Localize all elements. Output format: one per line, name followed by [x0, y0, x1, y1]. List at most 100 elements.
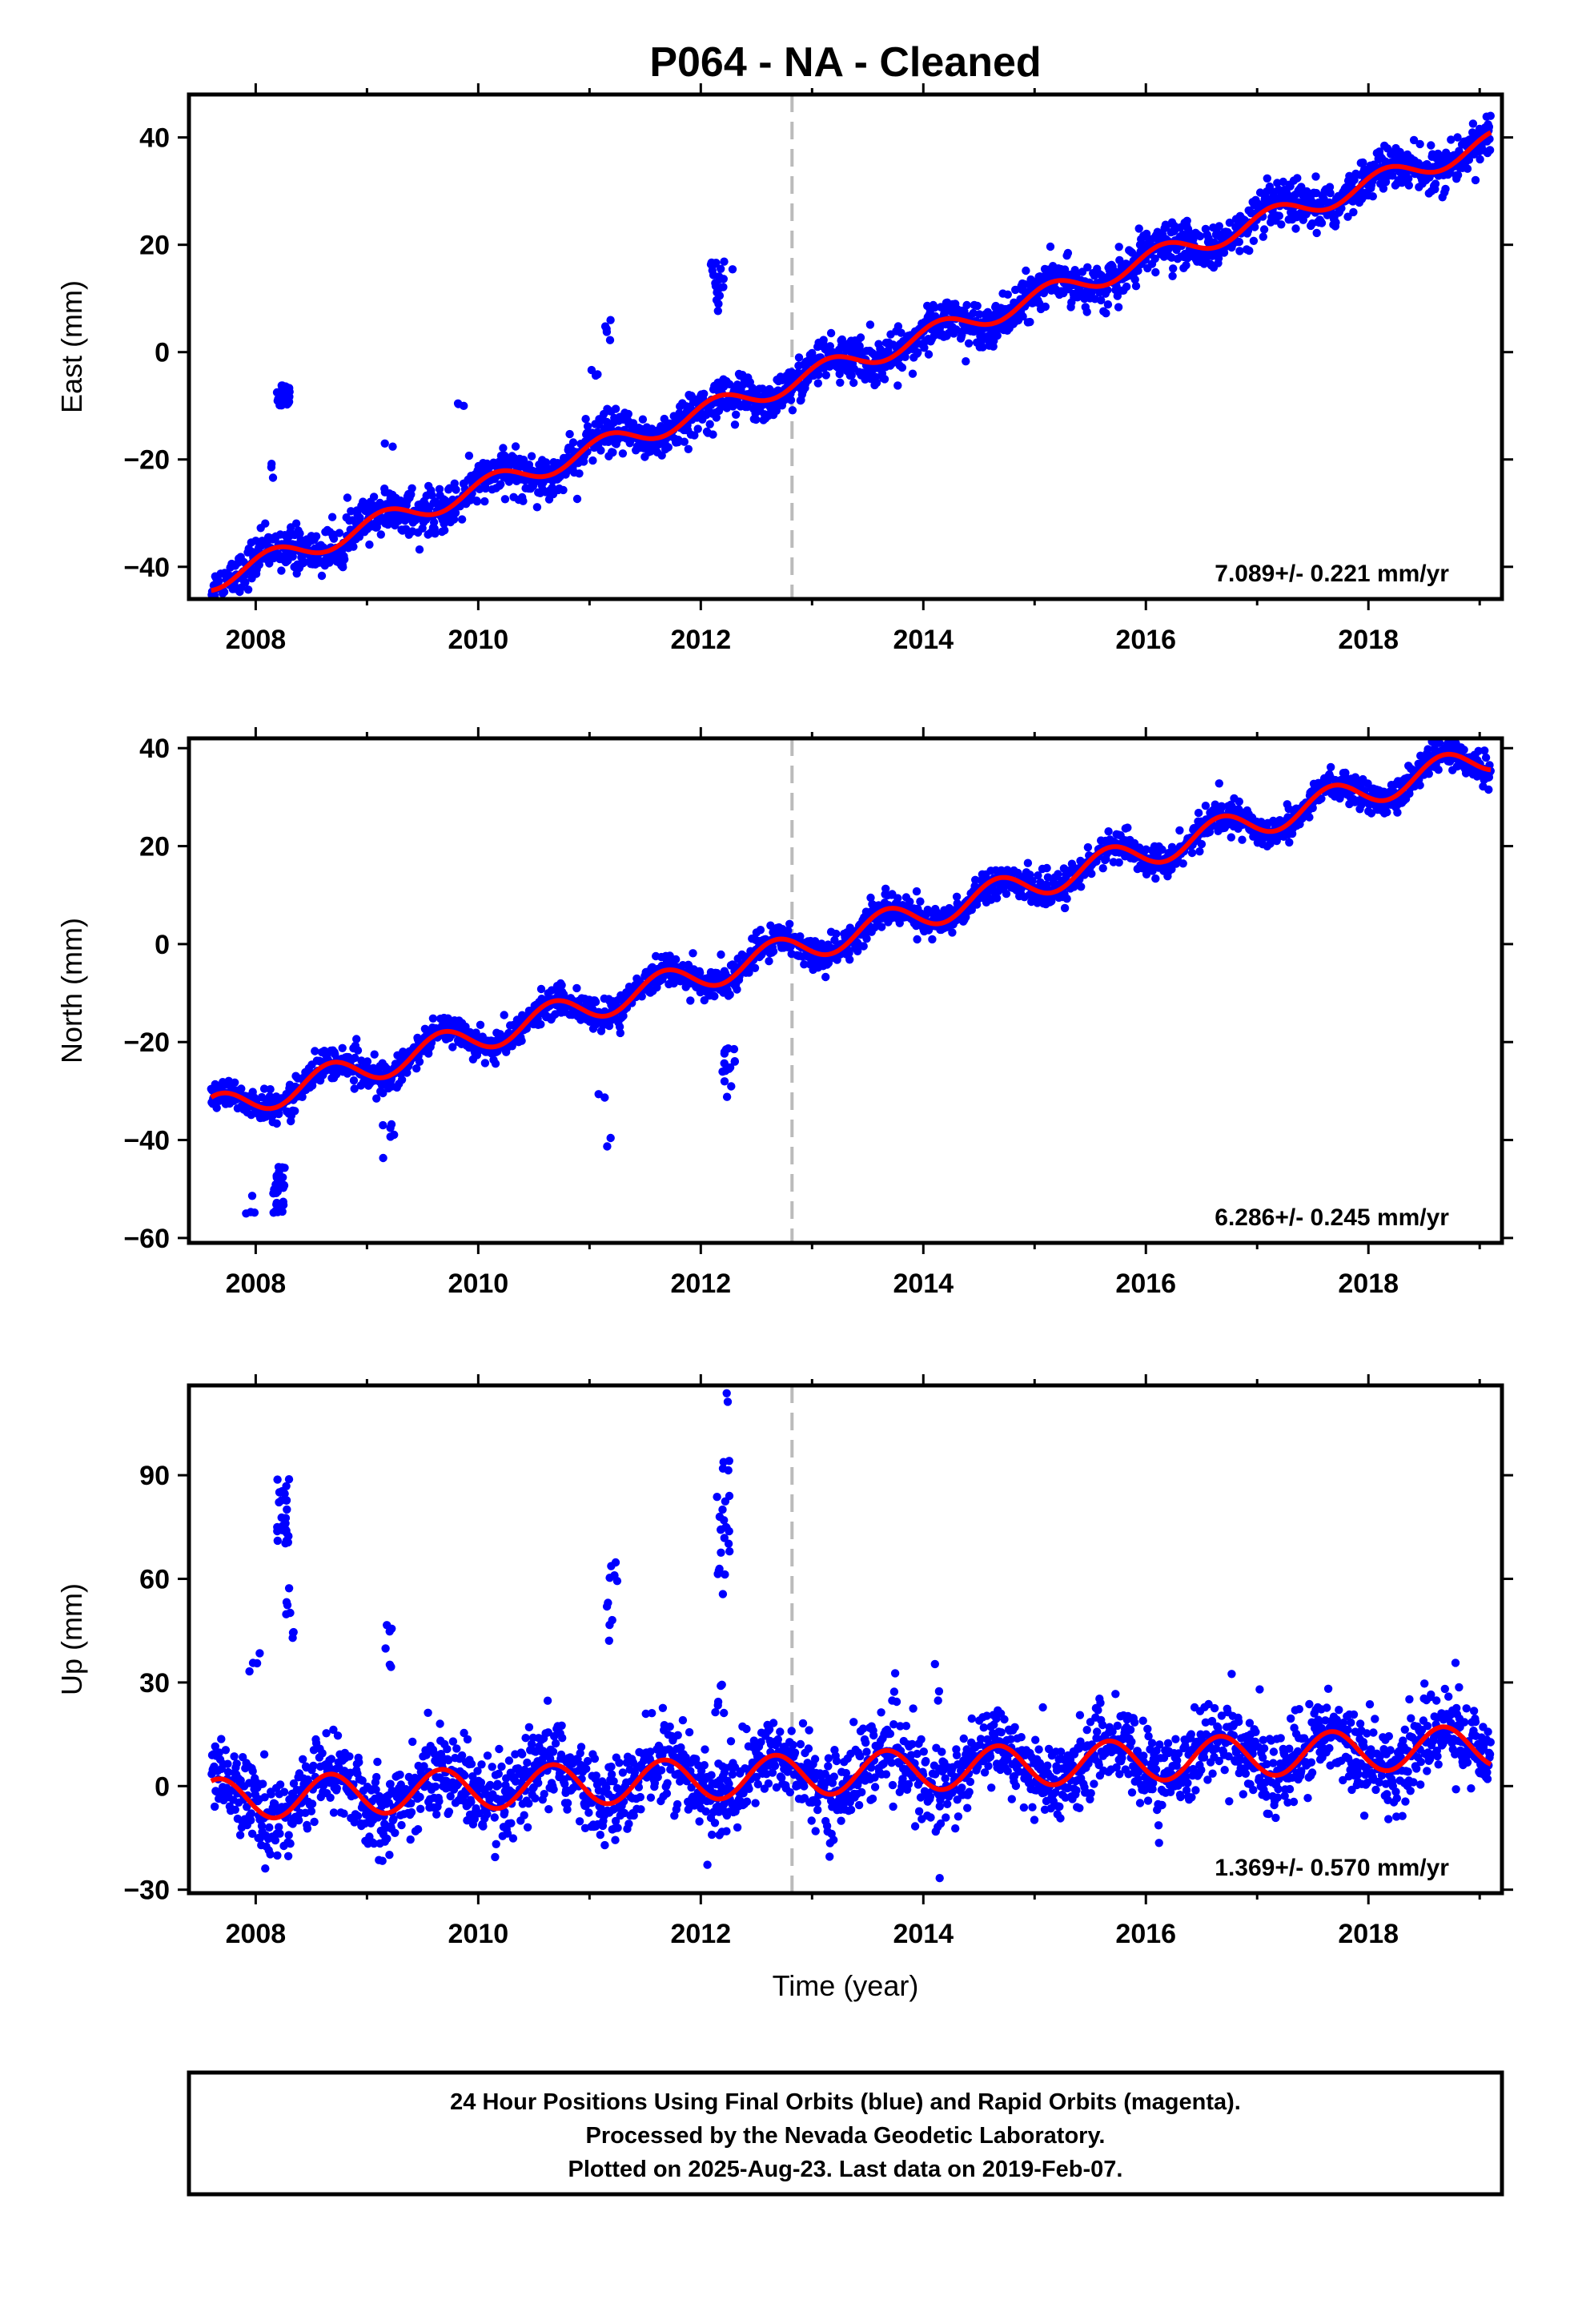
data-point: [338, 1043, 347, 1053]
data-point: [591, 371, 600, 380]
data-point: [845, 955, 854, 964]
data-point: [710, 259, 720, 268]
data-point: [964, 339, 974, 348]
x-tick-label: 2012: [671, 625, 732, 655]
data-point: [821, 371, 831, 380]
data-point: [383, 520, 392, 529]
data-point: [591, 997, 600, 1007]
data-point: [435, 485, 444, 493]
data-point: [275, 1168, 283, 1176]
panels-group: 2008 2010 2012 2014 2016 2018−40−2002040East …: [55, 83, 1513, 1949]
data-point: [606, 1133, 615, 1143]
data-point: [408, 484, 416, 493]
data-point: [897, 363, 907, 372]
data-point: [1235, 797, 1244, 806]
data-point: [261, 519, 270, 528]
data-point: [369, 493, 379, 501]
data-point: [250, 1208, 259, 1217]
data-point: [700, 389, 709, 398]
data-point: [1259, 232, 1268, 241]
data-point: [928, 935, 937, 944]
data-point: [1368, 192, 1378, 201]
data-point: [386, 1132, 395, 1141]
data-point: [1082, 308, 1091, 316]
data-point: [1103, 300, 1113, 309]
data-point: [913, 935, 921, 944]
data-point: [1305, 813, 1314, 822]
data-point: [1431, 179, 1440, 188]
data-point: [1480, 746, 1489, 755]
data-point: [897, 328, 905, 337]
data-point: [370, 1050, 379, 1059]
data-point: [1062, 895, 1071, 903]
data-point: [1275, 211, 1284, 220]
data-point: [924, 350, 934, 359]
data-point: [835, 369, 844, 379]
data-point: [242, 1209, 251, 1218]
data-point: [720, 257, 729, 266]
data-point: [496, 480, 505, 489]
data-point: [719, 283, 728, 292]
data-point: [733, 985, 741, 994]
data-point: [1393, 808, 1402, 817]
data-point: [453, 399, 463, 408]
x-tick-label: 2010: [448, 625, 509, 655]
data-point: [343, 493, 352, 502]
data-point: [299, 558, 308, 568]
data-point: [457, 515, 467, 524]
data-point: [476, 1020, 485, 1030]
data-point: [1460, 746, 1468, 754]
data-point: [750, 963, 760, 973]
data-point: [664, 443, 673, 452]
data-point: [1383, 808, 1391, 817]
data-point: [672, 955, 681, 964]
data-point: [536, 984, 546, 994]
y-tick-label: 20: [139, 231, 170, 261]
y-tick-label: −20: [123, 445, 170, 476]
data-point: [231, 1078, 239, 1088]
data-point: [211, 1802, 219, 1811]
y-tick-label: 40: [139, 734, 170, 764]
data-point: [628, 419, 638, 428]
data-point: [352, 1035, 361, 1043]
data-point: [725, 990, 734, 999]
data-point: [581, 415, 590, 424]
data-point: [1194, 808, 1203, 818]
data-point: [298, 1092, 307, 1102]
data-point: [1003, 290, 1013, 299]
data-point: [349, 542, 358, 551]
data-point: [588, 456, 597, 465]
data-point: [730, 420, 740, 429]
data-point: [817, 339, 826, 348]
data-point: [1151, 874, 1160, 883]
data-point: [836, 378, 845, 387]
data-point: [856, 333, 865, 342]
data-point: [1102, 309, 1110, 318]
data-point: [616, 1028, 624, 1038]
data-point: [832, 929, 841, 939]
data-point: [901, 352, 909, 361]
data-point: [689, 949, 697, 958]
x-tick-label: 2018: [1338, 1269, 1399, 1299]
data-point: [464, 451, 474, 460]
x-tick-label: 2010: [448, 1269, 509, 1299]
data-point: [684, 444, 693, 453]
chart-title: P064 - NA - Cleaned: [649, 39, 1041, 86]
data-point: [387, 1120, 396, 1129]
data-point: [272, 1119, 281, 1128]
data-point: [1041, 302, 1050, 312]
data-point: [572, 983, 581, 993]
data-point: [1131, 282, 1141, 291]
data-point: [431, 529, 440, 538]
data-point: [1063, 248, 1073, 258]
data-point: [680, 437, 689, 446]
data-point: [1235, 237, 1244, 247]
data-point: [788, 406, 797, 415]
data-point: [600, 1093, 609, 1102]
data-point: [1481, 753, 1491, 762]
data-point: [709, 430, 717, 439]
data-point: [1114, 858, 1123, 867]
data-point: [365, 540, 374, 549]
data-point: [1317, 219, 1327, 227]
data-point: [1484, 785, 1493, 794]
